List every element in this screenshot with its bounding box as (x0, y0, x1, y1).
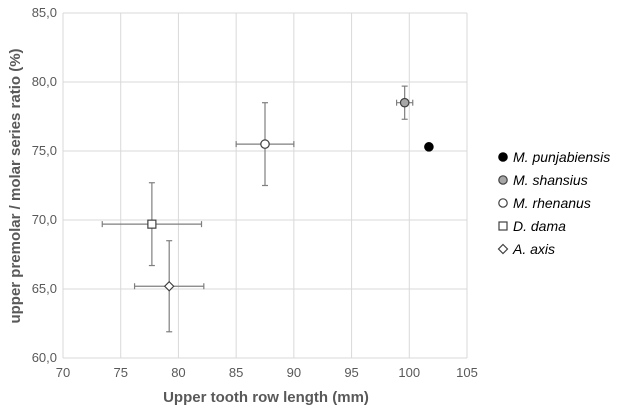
legend-label-a-axis: A. axis (512, 241, 555, 257)
legend-item-a-axis: A. axis (497, 241, 555, 257)
tick-labels: 70 75 80 85 90 95 100 105 60,0 65,0 70,0 75,0 80,0 85… (32, 5, 478, 380)
legend-marker-d-dama (498, 221, 508, 231)
x-axis-title: Upper tooth row length (mm) (163, 389, 369, 406)
legend-item-d-dama: D. dama (498, 218, 566, 234)
legend: M. punjabiensis M. shansius M. rhenanus D. … (497, 149, 610, 257)
grid-layer (62, 12, 468, 359)
point-m-punjabiensis (424, 142, 434, 152)
data-points (101, 85, 434, 333)
x-tick-label: 80 (171, 365, 185, 380)
y-tick-label: 80,0 (32, 74, 57, 89)
legend-label-d-dama: D. dama (513, 218, 566, 234)
y-tick-label: 75,0 (32, 143, 57, 158)
legend-marker-a-axis (497, 243, 509, 255)
point-a-axis (163, 280, 175, 292)
x-tick-label: 95 (344, 365, 358, 380)
y-tick-label: 65,0 (32, 281, 57, 296)
x-tick-label: 85 (229, 365, 243, 380)
point-d-dama (147, 219, 157, 229)
y-tick-label: 60,0 (32, 350, 57, 365)
legend-label-m-shansius: M. shansius (513, 172, 588, 188)
legend-marker-m-shansius (498, 175, 508, 185)
legend-label-m-rhenanus: M. rhenanus (513, 195, 591, 211)
point-m-rhenanus (260, 139, 270, 149)
legend-item-m-punjabiensis: M. punjabiensis (498, 149, 610, 165)
x-tick-label: 100 (398, 365, 420, 380)
x-tick-label: 70 (56, 365, 70, 380)
point-m-shansius (399, 97, 410, 108)
y-tick-label: 85,0 (32, 5, 57, 20)
y-axis-title: upper premolar / molar series ratio (%) (7, 48, 24, 323)
x-tick-label: 105 (456, 365, 478, 380)
x-tick-label: 90 (287, 365, 301, 380)
x-tick-label: 75 (113, 365, 127, 380)
legend-marker-m-rhenanus (498, 198, 508, 208)
legend-item-m-rhenanus: M. rhenanus (498, 195, 591, 211)
legend-item-m-shansius: M. shansius (498, 172, 588, 188)
legend-label-m-punjabiensis: M. punjabiensis (513, 149, 610, 165)
legend-marker-m-punjabiensis (498, 152, 508, 162)
y-tick-label: 70,0 (32, 212, 57, 227)
